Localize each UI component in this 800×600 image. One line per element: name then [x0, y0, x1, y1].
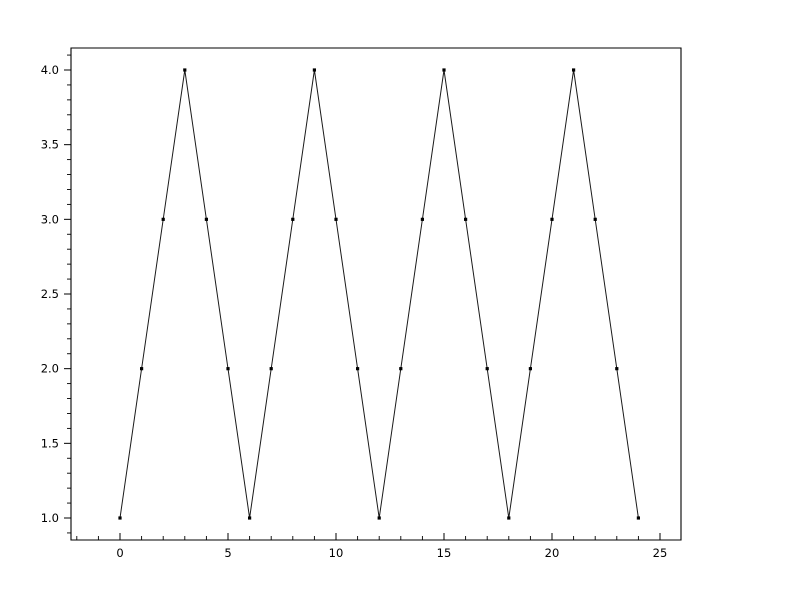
data-point-marker [636, 516, 640, 520]
y-tick-label: 2.0 [41, 362, 59, 376]
y-axis-tick-labels: 1.0 1.5 2.0 2.5 3.0 3.5 4.0 [41, 63, 59, 525]
data-point-marker [377, 516, 381, 520]
y-axis-minor-ticks [67, 54, 71, 534]
data-point-marker [464, 217, 468, 221]
x-axis-tick-labels: 0 5 10 15 20 25 [116, 546, 667, 560]
y-tick-label: 4.0 [41, 63, 59, 77]
y-tick-label: 3.0 [41, 212, 59, 226]
x-axis-major-ticks [119, 533, 661, 540]
x-axis-minor-ticks [76, 536, 639, 540]
data-point-marker [118, 516, 122, 520]
data-point-marker [485, 367, 489, 371]
data-point-marker [269, 367, 273, 371]
x-tick-label: 5 [224, 546, 231, 560]
x-tick-label: 0 [116, 546, 123, 560]
data-point-marker [572, 68, 576, 72]
data-point-marker [550, 217, 554, 221]
data-point-marker [593, 217, 597, 221]
plot-frame [70, 47, 682, 541]
x-tick-label: 25 [653, 546, 668, 560]
y-tick-label: 2.5 [41, 287, 59, 301]
data-point-marker [248, 516, 252, 520]
data-point-marker [183, 68, 187, 72]
y-tick-label: 3.5 [41, 138, 59, 152]
x-tick-label: 10 [329, 546, 344, 560]
y-axis-major-ticks [64, 69, 71, 519]
x-tick-label: 20 [545, 546, 560, 560]
data-point-marker [420, 217, 424, 221]
data-point-marker [356, 367, 360, 371]
y-tick-label: 1.5 [41, 436, 59, 450]
data-point-marker [615, 367, 619, 371]
data-point-marker [312, 68, 316, 72]
y-tick-label: 1.0 [41, 511, 59, 525]
data-point-marker [399, 367, 403, 371]
data-point-marker [334, 217, 338, 221]
data-point-marker [204, 217, 208, 221]
data-point-markers [118, 68, 640, 520]
data-point-marker [291, 217, 295, 221]
data-point-marker [140, 367, 144, 371]
data-point-marker [528, 367, 532, 371]
data-point-marker [161, 217, 165, 221]
data-point-marker [442, 68, 446, 72]
data-point-marker [226, 367, 230, 371]
data-point-marker [507, 516, 511, 520]
x-tick-label: 15 [437, 546, 452, 560]
